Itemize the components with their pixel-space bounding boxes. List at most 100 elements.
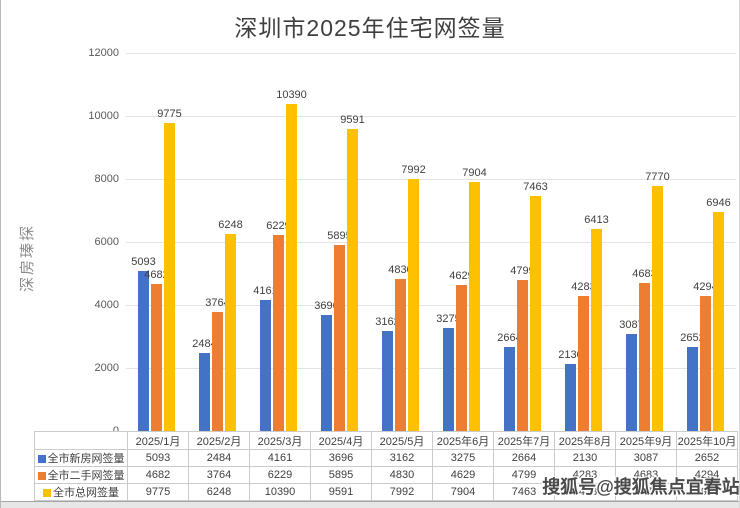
bar-全市新房网签量-2025年7月 xyxy=(504,347,515,431)
bar-全市新房网签量-2025年6月 xyxy=(443,328,454,431)
value-cell: 9775 xyxy=(127,483,189,501)
bar-全市二手网签量-2025/3月 xyxy=(273,235,284,431)
bar-value-label: 3087 xyxy=(619,319,644,331)
month-header: 2025年8月 xyxy=(554,431,616,450)
bar-value-label: 3696 xyxy=(314,300,339,312)
bar-value-label: 3764 xyxy=(205,297,230,309)
bar-全市二手网签量-2025/1月 xyxy=(151,284,162,431)
value-cell: 4830 xyxy=(371,466,433,484)
bar-全市新房网签量-2025/4月 xyxy=(321,315,332,431)
value-cell: 7992 xyxy=(371,483,433,501)
bar-value-label: 10390 xyxy=(276,89,307,101)
month-header: 2025/1月 xyxy=(127,431,189,450)
series-legend-cell: 全市新房网签量 xyxy=(34,449,128,467)
bar-value-label: 6413 xyxy=(584,214,609,226)
value-cell: 6946 xyxy=(676,483,738,501)
series-legend-cell: 全市总网签量 xyxy=(34,483,128,501)
bottom-right-watermark: 搜狐号@搜狐焦点宜春站 xyxy=(542,477,740,497)
table-corner-cell xyxy=(34,431,128,450)
bar-value-label: 4629 xyxy=(449,270,474,282)
bar-value-label: 4682 xyxy=(144,269,169,281)
value-cell: 6229 xyxy=(249,466,311,484)
bar-value-label: 5093 xyxy=(131,256,156,268)
bar-value-label: 4294 xyxy=(693,281,718,293)
y-axis-tick-4000: 4000 xyxy=(94,299,119,311)
bar-全市总网签量-2025/2月 xyxy=(225,234,236,431)
bar-全市二手网签量-2025/5月 xyxy=(395,279,406,431)
bar-全市总网签量-2025/1月 xyxy=(164,123,175,431)
bar-value-label: 2130 xyxy=(558,349,583,361)
bar-value-label: 5895 xyxy=(327,230,352,242)
bar-全市总网签量-2025/3月 xyxy=(286,104,297,431)
month-header: 2025年7月 xyxy=(493,431,555,450)
value-cell: 2130 xyxy=(554,449,616,467)
bar-全市新房网签量-2025/3月 xyxy=(260,300,271,431)
table-row: 全市新房网签量 5093 2484 4161 3696 3162 3275 2664 2130 3… xyxy=(34,449,738,467)
bar-value-label: 2664 xyxy=(497,332,522,344)
y-axis-tick-8000: 8000 xyxy=(94,173,119,185)
value-cell: 3275 xyxy=(432,449,494,467)
month-header: 2025年6月 xyxy=(432,431,494,450)
bar-value-label: 3162 xyxy=(375,316,400,328)
legend-swatch-icon xyxy=(37,455,46,463)
gridline-12000 xyxy=(126,53,736,54)
gridline-8000 xyxy=(126,179,736,180)
table-row: 全市总网签量 9775 6248 10390 9591 7992 7904 7463 6413 7… xyxy=(34,483,738,501)
bar-value-label: 4161 xyxy=(253,285,278,297)
bar-全市总网签量-2025年8月 xyxy=(591,229,602,431)
bar-全市新房网签量-2025年8月 xyxy=(565,364,576,431)
month-header: 2025年9月 xyxy=(615,431,677,450)
bar-value-label: 6229 xyxy=(266,220,291,232)
month-header: 2025/3月 xyxy=(249,431,311,450)
value-cell: 6413 xyxy=(554,483,616,501)
value-cell: 2484 xyxy=(188,449,250,467)
bar-全市二手网签量-2025年6月 xyxy=(456,285,467,431)
bar-value-label: 3275 xyxy=(436,313,461,325)
bar-value-label: 4283 xyxy=(571,281,596,293)
gridline-6000 xyxy=(126,242,736,243)
value-cell: 4161 xyxy=(249,449,311,467)
y-axis-tick-6000: 6000 xyxy=(94,236,119,248)
y-axis-tick-12000: 12000 xyxy=(88,47,119,59)
series-legend-cell: 全市二手网签量 xyxy=(34,466,128,484)
value-cell: 6248 xyxy=(188,483,250,501)
bar-全市二手网签量-2025年9月 xyxy=(639,283,650,431)
bar-value-label: 7770 xyxy=(645,171,670,183)
gridline-2000 xyxy=(126,368,736,369)
value-cell: 7463 xyxy=(493,483,555,501)
value-cell: 4799 xyxy=(493,466,555,484)
chart-title: 深圳市2025年住宅网签量 xyxy=(234,15,506,41)
value-cell: 10390 xyxy=(249,483,311,501)
value-cell: 3162 xyxy=(371,449,433,467)
value-cell: 2652 xyxy=(676,449,738,467)
bar-value-label: 4830 xyxy=(388,264,413,276)
bar-value-label: 4683 xyxy=(632,268,657,280)
month-header: 2025/4月 xyxy=(310,431,372,450)
value-cell: 4682 xyxy=(127,466,189,484)
bar-全市总网签量-2025年9月 xyxy=(652,186,663,431)
value-cell: 2664 xyxy=(493,449,555,467)
bar-value-label: 6248 xyxy=(218,219,243,231)
left-vertical-watermark: 深房瑧探 xyxy=(19,224,36,293)
gridline-10000 xyxy=(126,116,736,117)
bar-value-label: 4799 xyxy=(510,265,535,277)
bar-value-label: 6946 xyxy=(706,197,731,209)
bar-全市新房网签量-2025年10月 xyxy=(687,347,698,431)
bar-全市新房网签量-2025年9月 xyxy=(626,334,637,431)
bar-value-label: 7463 xyxy=(523,181,548,193)
value-cell: 5093 xyxy=(127,449,189,467)
data-table: 2025/1月 2025/2月 2025/3月 2025/4月 2025/5月 2025年… xyxy=(34,431,738,501)
value-cell: 3764 xyxy=(188,466,250,484)
bar-全市新房网签量-2025/1月 xyxy=(138,271,149,431)
bar-全市二手网签量-2025/4月 xyxy=(334,245,345,431)
table-header-row: 2025/1月 2025/2月 2025/3月 2025/4月 2025/5月 2025年… xyxy=(34,431,738,450)
value-cell: 3696 xyxy=(310,449,372,467)
legend-swatch-icon xyxy=(37,472,46,480)
bar-value-label: 2652 xyxy=(680,332,705,344)
bar-全市二手网签量-2025年7月 xyxy=(517,280,528,431)
bar-全市二手网签量-2025年8月 xyxy=(578,296,589,431)
month-header: 2025/2月 xyxy=(188,431,250,450)
month-header: 2025/5月 xyxy=(371,431,433,450)
legend-swatch-icon xyxy=(43,489,51,497)
